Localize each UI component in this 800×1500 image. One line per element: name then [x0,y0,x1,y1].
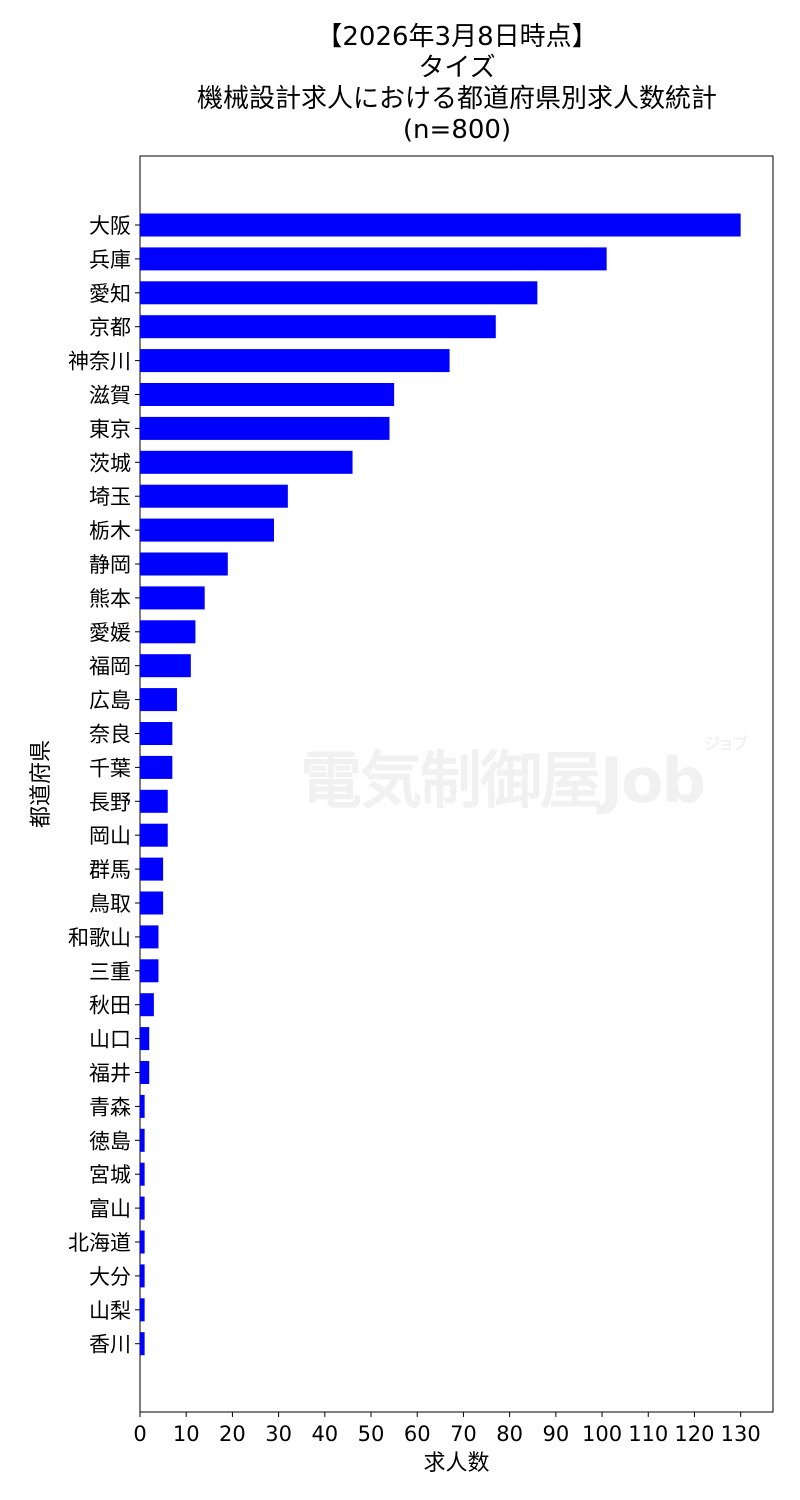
y-tick-label: 山梨 [89,1299,131,1323]
y-tick-label: 岡山 [89,824,131,848]
y-tick-label: 広島 [89,689,131,713]
y-tick-label: 奈良 [89,723,131,747]
x-tick-label: 70 [450,1422,477,1446]
title-line-2: タイズ [418,53,496,83]
y-tick-label: 千葉 [89,756,131,780]
y-axis-label: 都道府県 [29,740,54,828]
bar [140,552,228,576]
y-tick-label: 愛媛 [89,621,131,645]
x-tick-label: 100 [582,1422,622,1446]
bar [140,959,159,983]
y-tick-label: 茨城 [89,451,131,475]
title-line-4: (n=800) [402,115,512,145]
bar [140,1094,145,1118]
bar [140,315,496,339]
bar [140,1332,145,1356]
x-tick-label: 0 [133,1422,146,1446]
bar [140,823,168,847]
y-tick-label: 埼玉 [89,485,131,509]
y-tick-label: 香川 [89,1333,131,1357]
y-tick-label: 山口 [89,1028,131,1052]
bar [140,993,154,1017]
x-tick-label: 120 [674,1422,714,1446]
bar [140,1264,145,1288]
x-tick-label: 20 [219,1422,246,1446]
x-tick-label: 110 [628,1422,668,1446]
bar [140,789,168,813]
y-tick-label: 京都 [89,316,131,340]
bar [140,281,538,305]
y-tick-label: 静岡 [89,553,131,577]
watermark-logo: 電気制御屋Jobジョブ [300,730,748,820]
bar [140,620,196,644]
bar [140,586,205,610]
bar [140,857,164,881]
title-line-3: 機械設計求人における都道府県別求人数統計 [196,84,717,114]
bar [140,484,288,508]
y-tick-label: 大分 [89,1265,131,1289]
y-axis-ticks: 大阪兵庫愛知京都神奈川滋賀東京茨城埼玉栃木静岡熊本愛媛福岡広島奈良千葉長野岡山群… [68,214,140,1357]
y-tick-label: 三重 [89,960,131,984]
bar [140,1027,150,1051]
y-tick-label: 愛知 [89,282,131,306]
x-axis-ticks: 0 10 20 30 40 50 60 70 80 90 100 110 120 130 [133,1412,761,1446]
y-tick-label: 大阪 [89,214,131,238]
y-tick-label: 神奈川 [68,350,131,374]
y-tick-label: 和歌山 [68,926,131,950]
y-tick-label: 東京 [89,417,131,441]
x-axis-label: 求人数 [423,1451,489,1476]
y-tick-label: 長野 [89,790,131,814]
title-line-1: 【2026年3月8日時点】 [316,22,598,52]
bar [140,925,159,949]
bar [140,688,177,712]
chart-title: 【2026年3月8日時点】 タイズ 機械設計求人における都道府県別求人数統計 (… [140,22,774,146]
bar-group [140,213,741,1356]
y-tick-label: 兵庫 [89,248,131,272]
x-tick-label: 40 [311,1422,338,1446]
bar [140,1298,145,1322]
bar [140,349,450,373]
x-tick-label: 60 [404,1422,431,1446]
y-tick-label: 宮城 [89,1163,131,1187]
bar [140,891,164,915]
y-tick-label: 鳥取 [89,892,131,916]
bar [140,213,741,237]
x-tick-label: 10 [173,1422,200,1446]
bar [140,450,353,474]
y-tick-label: 群馬 [89,858,131,882]
watermark-small: ジョブ [704,734,748,753]
bar [140,1061,150,1084]
bar [140,1230,145,1254]
watermark-job: Job [600,744,706,817]
x-tick-label: 50 [358,1422,385,1446]
plot-area [139,155,774,1413]
y-tick-label: 滋賀 [89,384,131,408]
y-tick-label: 福岡 [89,655,131,679]
bar [140,722,173,745]
bar [140,1162,145,1186]
y-tick-label: 北海道 [68,1231,131,1255]
y-tick-label: 徳島 [89,1129,131,1153]
watermark-text: 電気制御屋 [300,744,602,817]
x-tick-label: 30 [265,1422,292,1446]
bar [140,383,395,406]
bar [140,518,274,542]
x-tick-label: 130 [721,1422,761,1446]
bar [140,416,390,440]
bar [140,755,173,779]
bar [140,1128,145,1152]
y-tick-label: 福井 [89,1062,131,1086]
x-tick-label: 80 [496,1422,523,1446]
y-tick-label: 秋田 [89,994,131,1018]
bar [140,247,607,271]
bar [140,654,191,678]
y-tick-label: 青森 [89,1095,131,1119]
x-tick-label: 90 [542,1422,569,1446]
bar [140,1196,145,1220]
y-tick-label: 富山 [89,1197,131,1221]
y-tick-label: 栃木 [89,519,131,543]
y-tick-label: 熊本 [89,587,131,611]
